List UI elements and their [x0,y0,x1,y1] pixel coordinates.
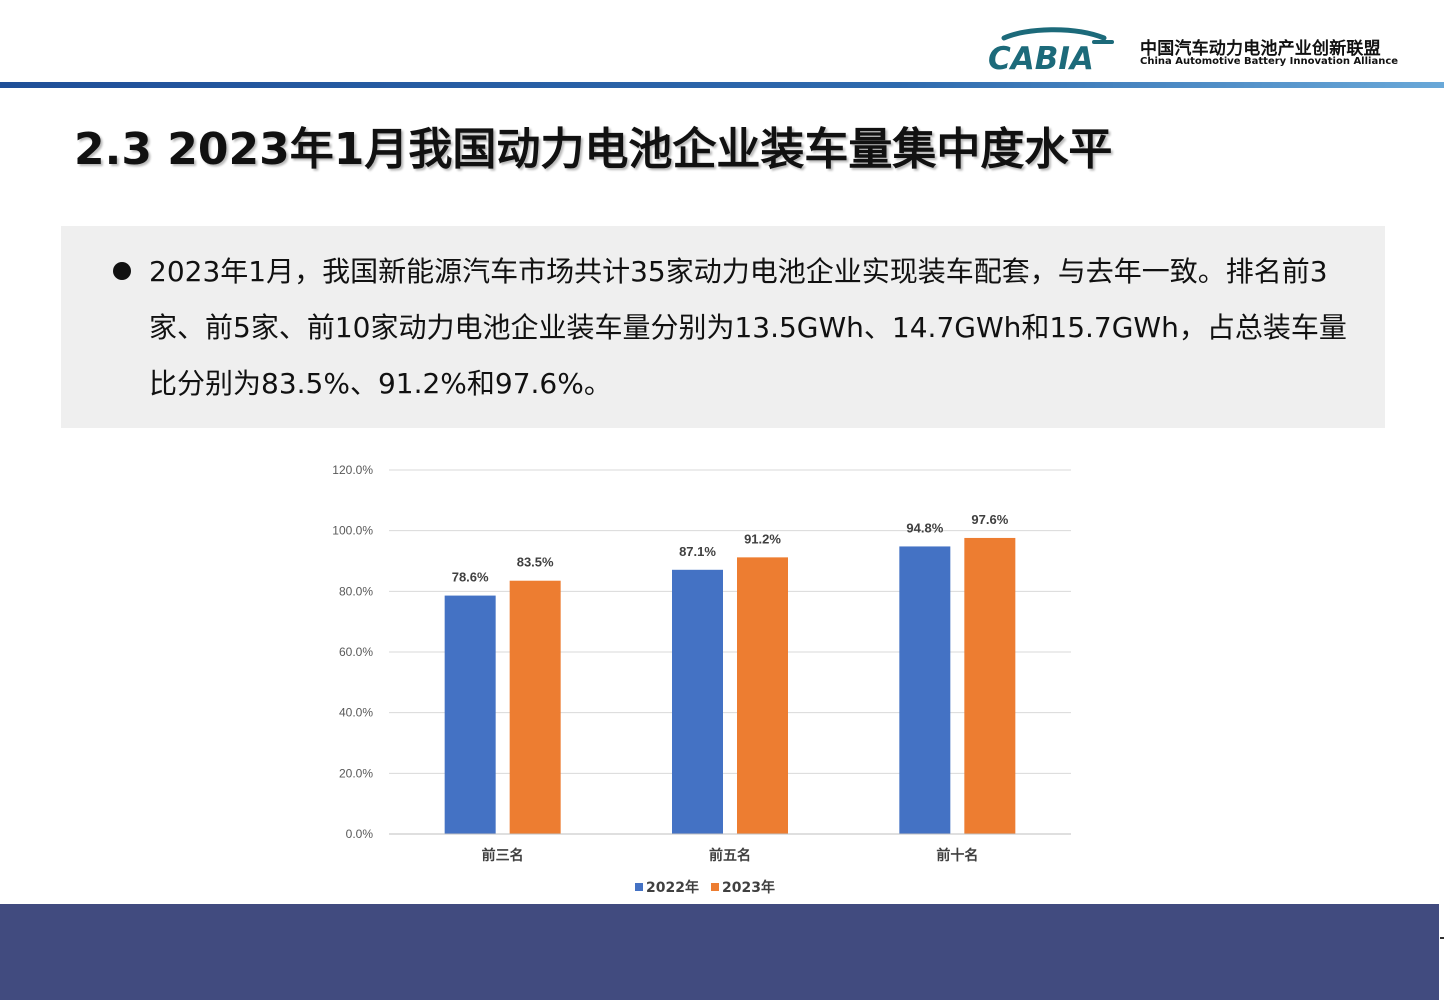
y-axis-tick-label: 0.0% [346,827,374,841]
bar-2023-value-label: 97.6% [971,512,1008,527]
bar-2022 [444,595,496,834]
bar-2023 [964,537,1016,834]
y-axis-tick-label: 80.0% [339,584,373,598]
footer-band [0,904,1444,1000]
legend-2023-icon [711,883,719,891]
page-title: 2.3 2023年1月我国动力电池企业装车量集中度水平 [74,124,1113,175]
y-axis-tick-label: 100.0% [332,524,373,538]
bar-2023-value-label: 91.2% [744,531,781,546]
y-axis-tick-label: 40.0% [339,706,373,720]
y-axis-tick-label: 20.0% [339,766,373,780]
bar-2023 [509,580,561,834]
bullet-icon [113,262,131,280]
bar-2022-value-label: 94.8% [906,520,943,535]
bar-2023 [737,557,788,834]
summary-panel: 2023年1月，我国新能源汽车市场共计35家动力电池企业实现装车配套，与去年一致… [61,226,1385,428]
bar-2022 [899,546,951,834]
legend-2023-label: 2023年 [722,879,775,896]
summary-text: 2023年1月，我国新能源汽车市场共计35家动力电池企业实现装车配套，与去年一致… [149,255,1347,400]
legend-2022-icon [635,883,643,891]
bar-2023-value-label: 83.5% [517,555,554,570]
y-axis-tick-label: 60.0% [339,645,373,659]
chart-card: 0.0% 20.0% 40.0% 60.0% 80.0% 100.0% 120.0% 78.6… [307,446,1130,904]
bar-2022-value-label: 87.1% [679,544,716,559]
bar-2022 [672,569,723,834]
bar-chart: 0.0% 20.0% 40.0% 60.0% 80.0% 100.0% 120.0% 78.6… [332,463,1071,896]
cabia-logo-icon: CABIA [988,27,1114,77]
header-bar: CABIA 中国汽车动力电池产业创新联盟 China Automotive Ba… [0,0,1444,88]
header-divider [0,82,1444,88]
x-axis-category-label: 前五名 [709,847,751,864]
footer-edge [1439,904,1444,1000]
brand-logo-block: CABIA 中国汽车动力电池产业创新联盟 China Automotive Ba… [986,18,1406,82]
x-axis-category-label: 前三名 [482,847,524,864]
footer-tick [1440,937,1444,939]
legend-2022-label: 2022年 [646,879,699,896]
bar-2022-value-label: 78.6% [452,570,489,585]
brand-name-cn: 中国汽车动力电池产业创新联盟 [1140,39,1381,59]
logo-wordmark: CABIA [988,41,1094,77]
brand-name-en: China Automotive Battery Innovation Alli… [1140,56,1399,67]
x-axis-category-label: 前十名 [936,847,978,864]
y-axis-tick-label: 120.0% [332,463,373,477]
